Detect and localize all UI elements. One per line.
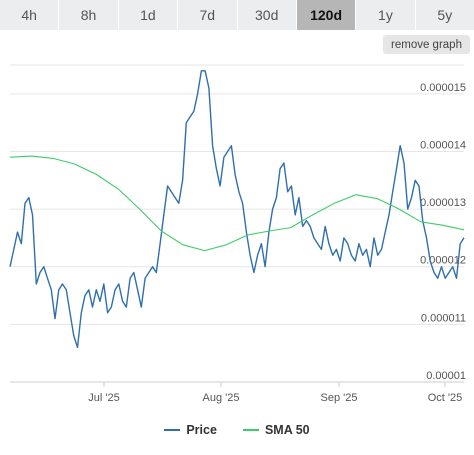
x-tick-label: Oct '25 <box>428 392 463 404</box>
tab-1y[interactable]: 1y <box>356 0 416 30</box>
tab-4h[interactable]: 4h <box>0 0 60 30</box>
x-tick-label: Aug '25 <box>203 392 240 404</box>
tab-120d[interactable]: 120d <box>296 0 357 30</box>
y-tick-label: 0.000011 <box>421 312 466 324</box>
legend-swatch <box>164 429 181 431</box>
y-tick-label: 0.000013 <box>420 197 466 209</box>
x-tick-label: Sep '25 <box>321 392 358 404</box>
time-range-tabs: 4h 8h 1d 7d 30d 120d 1y 5y <box>0 0 474 30</box>
price-line <box>9 70 465 349</box>
legend-item-sma[interactable]: SMA 50 <box>242 423 310 437</box>
tab-5y[interactable]: 5y <box>437 7 453 23</box>
y-tick-label: 0.000014 <box>420 139 466 151</box>
legend-label: Price <box>186 423 217 437</box>
tab-7d[interactable]: 7d <box>178 0 238 30</box>
tab-30d[interactable]: 30d <box>238 0 297 30</box>
series-lines <box>9 70 465 349</box>
sma-50-line <box>9 155 465 252</box>
grid-lines <box>10 64 464 383</box>
tab-1d[interactable]: 1d <box>119 0 179 30</box>
legend-item-price[interactable]: Price <box>164 423 217 437</box>
y-axis-labels: 0.0000150.0000140.0000130.0000120.000011… <box>420 82 466 382</box>
legend-swatch <box>242 429 259 431</box>
x-tick-label: Jul '25 <box>88 392 119 404</box>
remove-graph-button[interactable]: remove graph <box>383 35 470 54</box>
price-chart: 0.0000150.0000140.0000130.0000120.000011… <box>9 64 466 404</box>
x-axis: Jul '25 Aug '25 Sep '25 Oct '25 <box>88 382 462 404</box>
y-tick-label: 0.000015 <box>420 82 466 94</box>
chart-legend: Price SMA 50 <box>0 420 474 440</box>
tab-8h[interactable]: 8h <box>59 0 119 30</box>
y-tick-label: 0.00001 <box>426 370 466 382</box>
legend-label: SMA 50 <box>264 423 310 437</box>
